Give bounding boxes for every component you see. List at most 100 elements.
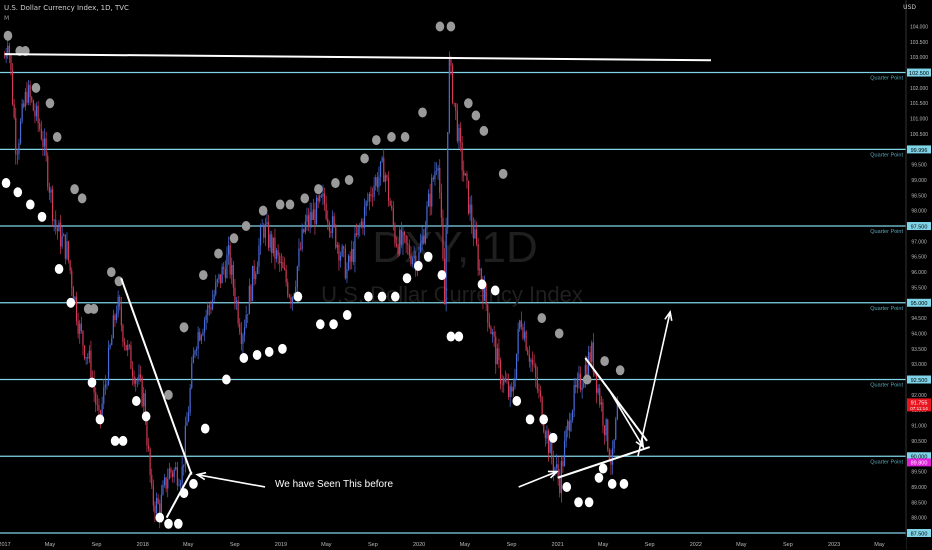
price-tick: 93.000 [911, 362, 927, 368]
time-axis[interactable]: 2017 May Sep 2018 May Sep 2019 May Sep 2020 May Sep… [0, 536, 906, 550]
symbol-title: U.S. Dollar Currency Index, 1D, TVC [4, 4, 129, 12]
price-tick: 100.500 [910, 132, 928, 138]
candle-body [295, 286, 297, 294]
candle-body [82, 330, 84, 346]
white-dot [342, 310, 352, 321]
candle-body [538, 389, 540, 391]
candle-body [11, 70, 14, 105]
candle-body [85, 357, 87, 359]
level-label-bg [907, 452, 931, 461]
candle-body [31, 97, 33, 101]
candle-body [15, 117, 17, 155]
candle-body [136, 379, 138, 381]
candle-body [88, 350, 90, 359]
level-label: 102.500 [909, 71, 929, 77]
time-tick: 2017 [0, 542, 11, 548]
candle-body [419, 243, 422, 253]
arrow-line [637, 311, 671, 457]
gray-dot [435, 21, 445, 32]
candle-body [528, 354, 530, 362]
candle-body [200, 335, 202, 341]
candle-body [373, 185, 375, 197]
candle-body [312, 209, 314, 221]
candle-body [183, 464, 185, 467]
price-tick: 103.000 [910, 55, 928, 61]
arrow-head [547, 470, 559, 479]
candle-body [8, 45, 10, 55]
candle-body [389, 200, 391, 206]
candle-body [469, 204, 471, 214]
candle-body [551, 438, 553, 459]
time-tick: 2021 [552, 542, 564, 548]
candle-body [285, 269, 287, 283]
white-dot [548, 432, 558, 443]
candle-body [471, 204, 473, 226]
candle-body [216, 279, 218, 283]
candle-body [282, 262, 284, 269]
gray-dot [199, 270, 208, 281]
marker-dots [1, 21, 629, 529]
candle-body [51, 189, 54, 221]
candle-body [586, 365, 588, 378]
candle-body [151, 475, 153, 486]
candle-body [523, 331, 526, 339]
candle-body [613, 439, 615, 449]
candle-body [347, 255, 350, 270]
level-label: 87.500 [911, 531, 928, 537]
candle-body [296, 266, 298, 287]
candle-body [599, 388, 601, 405]
white-dot [189, 478, 198, 489]
candle-body [119, 296, 121, 307]
candle-body [269, 234, 271, 248]
candle-body [104, 384, 106, 388]
white-dot [110, 435, 120, 446]
candle-body [115, 313, 118, 320]
gray-dot [314, 184, 323, 195]
candle-body [307, 215, 310, 226]
gray-dot [446, 21, 456, 32]
candle-body [487, 304, 489, 323]
time-tick: May [736, 542, 747, 548]
candle-body [301, 229, 303, 250]
candle-body [349, 255, 351, 262]
candle-body [410, 255, 412, 264]
candle-body [208, 305, 210, 308]
arrow-head [195, 471, 207, 481]
gray-dot [331, 178, 340, 189]
white-dot [423, 251, 433, 262]
gray-dot [360, 153, 369, 164]
candle-body [479, 268, 481, 271]
candle-body [429, 193, 431, 207]
candle-body [127, 344, 129, 351]
price-tick: 98.000 [911, 209, 927, 215]
candle-body [392, 208, 394, 225]
candle-body [547, 430, 550, 454]
candle-body [53, 219, 55, 221]
candle-body [168, 468, 170, 479]
candle-body [408, 244, 410, 256]
candle-body [224, 268, 226, 278]
price-tick: 93.500 [911, 347, 927, 353]
candle-body [375, 177, 377, 186]
candle-body [579, 373, 582, 390]
candle-body [165, 477, 167, 489]
candle-body [555, 464, 558, 468]
price-axis[interactable]: 104.000 103.500 103.000 102.500 102.000 101.5… [905, 0, 932, 550]
candle-body [394, 224, 396, 244]
candle-body [184, 425, 186, 465]
candle-body [357, 227, 359, 235]
candle-body [149, 448, 151, 476]
candle-body [43, 138, 46, 147]
candle-body [546, 430, 548, 439]
candle-body [138, 374, 140, 381]
candle-body [131, 368, 134, 377]
candle-body [239, 323, 241, 333]
gray-dot [615, 365, 625, 376]
candle-body [50, 189, 52, 193]
candle-body [568, 421, 570, 431]
candle-body [512, 387, 514, 392]
candle-body [130, 345, 132, 369]
candle-body [203, 320, 206, 333]
candle-body [583, 383, 585, 388]
